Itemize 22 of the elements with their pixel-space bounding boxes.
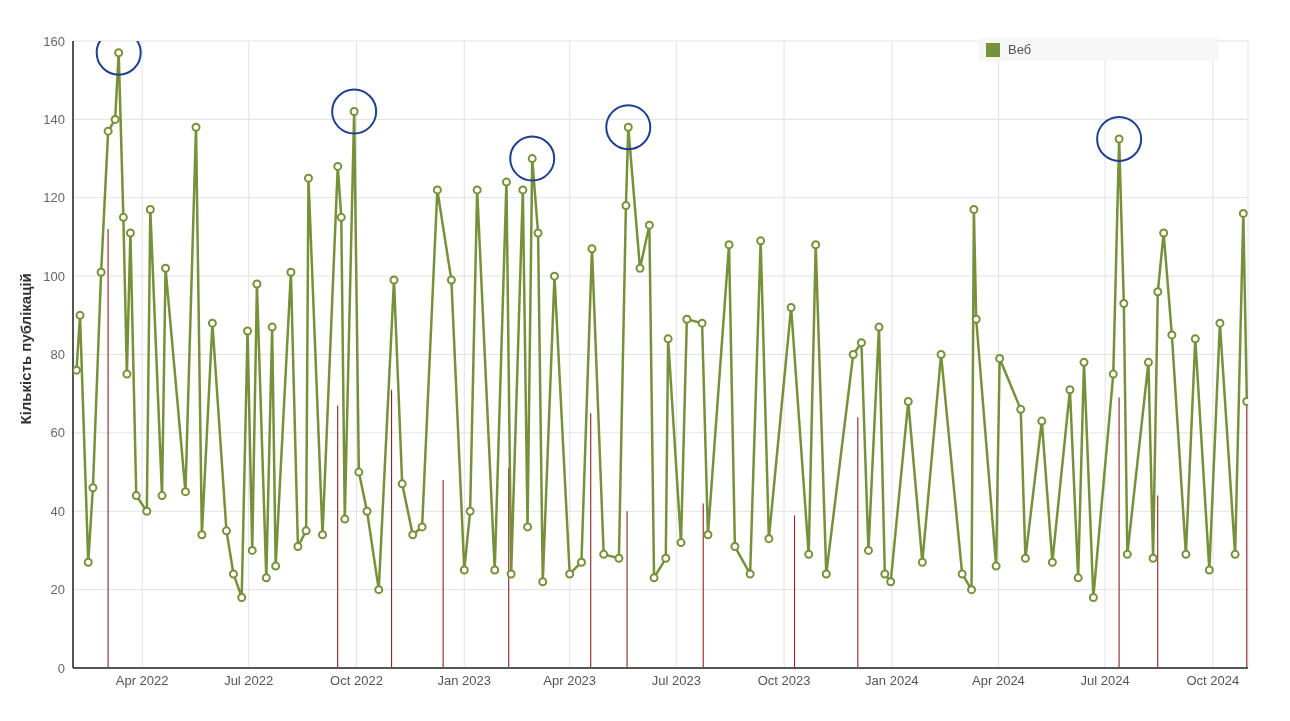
y-tick-label: 40 <box>50 503 65 519</box>
y-axis-title: Кількість публікацій <box>17 273 35 425</box>
x-tick-label: Apr 2023 <box>543 673 597 689</box>
x-tick-label: Jul 2022 <box>224 673 274 689</box>
y-tick-label: 160 <box>43 33 65 49</box>
x-tick-label: Apr 2022 <box>115 673 169 689</box>
y-tick-label: 60 <box>50 425 65 441</box>
legend-label: Веб <box>1007 42 1032 57</box>
x-tick-label: Jul 2024 <box>1080 673 1130 689</box>
x-tick-label: Jul 2023 <box>651 673 701 689</box>
y-tick-label: 0 <box>57 660 65 676</box>
y-tick-label: 120 <box>43 190 65 206</box>
x-tick-label: Oct 2024 <box>1186 673 1240 689</box>
x-tick-label: Oct 2023 <box>757 673 811 689</box>
x-tick-label: Apr 2024 <box>972 673 1025 689</box>
y-tick-label: 140 <box>43 111 65 127</box>
y-tick-label: 20 <box>50 582 65 598</box>
y-tick-label: 80 <box>50 347 65 363</box>
x-tick-label: Oct 2022 <box>330 673 383 689</box>
y-tick-label: 100 <box>43 268 65 284</box>
x-tick-label: Jan 2024 <box>865 673 919 689</box>
x-tick-label: Jan 2023 <box>437 673 492 689</box>
